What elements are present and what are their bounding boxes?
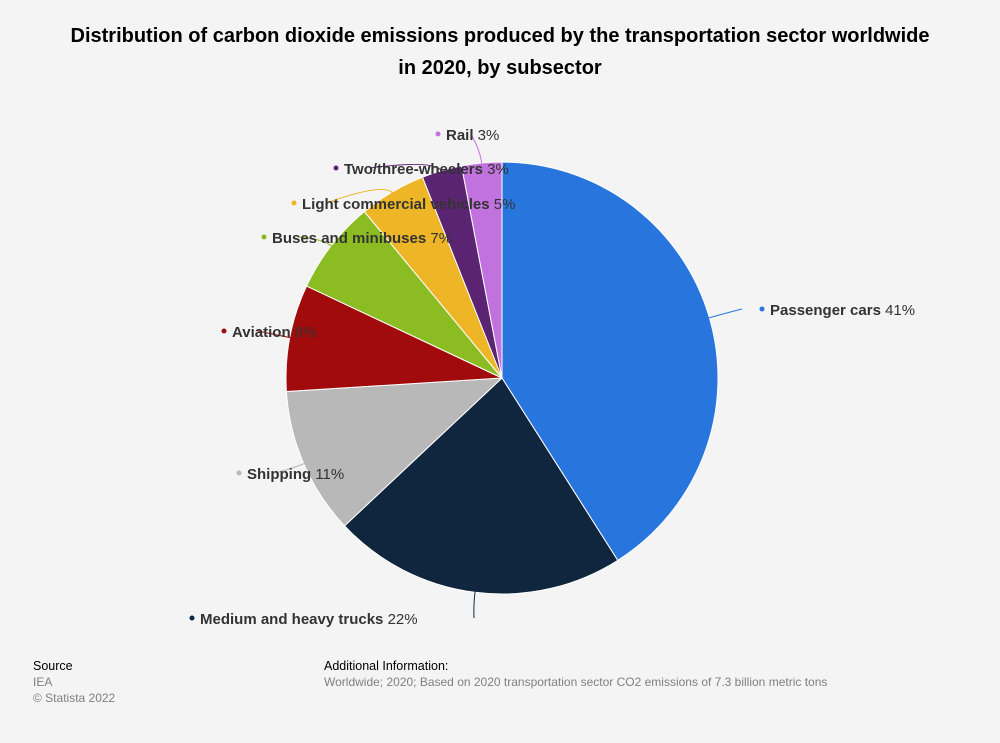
copyright[interactable]: © Statista 2022 — [33, 691, 116, 705]
data-label: Two/three-wheelers 3% — [344, 161, 509, 178]
data-labels: Passenger cars 41% Medium and heavy truck… — [189, 127, 915, 628]
label-bullet — [333, 165, 339, 171]
chart-title: Distribution of carbon dioxide emissions… — [70, 25, 930, 79]
label-bullet — [435, 131, 441, 137]
connector-line — [707, 308, 743, 319]
data-label: Passenger cars 41% — [770, 302, 915, 319]
connector-line — [470, 133, 483, 165]
label-bullet — [236, 470, 242, 476]
connector-line — [369, 163, 443, 173]
data-label: Aviation 8% — [232, 324, 316, 341]
source-name[interactable]: IEA — [33, 675, 53, 689]
connector-line — [325, 188, 394, 204]
connector-line — [274, 462, 306, 474]
additional-info-block: Additional Information: Worldwide; 2020;… — [324, 658, 827, 690]
connector-line — [297, 236, 334, 248]
additional-info-heading: Additional Information: — [324, 659, 449, 673]
pie-slices — [285, 161, 719, 595]
source-heading: Source — [33, 659, 73, 673]
label-bullet — [221, 328, 227, 334]
data-label: Medium and heavy trucks 22% — [200, 611, 418, 628]
data-label: Light commercial vehicles 5% — [302, 196, 515, 213]
connector-line — [257, 330, 292, 339]
label-bullet — [759, 306, 765, 312]
label-bullet — [261, 234, 267, 240]
connector-line — [473, 590, 476, 619]
label-connectors — [257, 133, 743, 619]
label-bullet — [189, 615, 195, 621]
additional-info-text: Worldwide; 2020; Based on 2020 transport… — [324, 675, 828, 689]
source-block: Source IEA © Statista 2022 — [33, 658, 115, 706]
label-bullet — [291, 200, 297, 206]
data-label: Rail 3% — [446, 127, 499, 144]
data-label: Buses and minibuses 7% — [272, 230, 452, 247]
data-label: Shipping 11% — [247, 466, 344, 483]
